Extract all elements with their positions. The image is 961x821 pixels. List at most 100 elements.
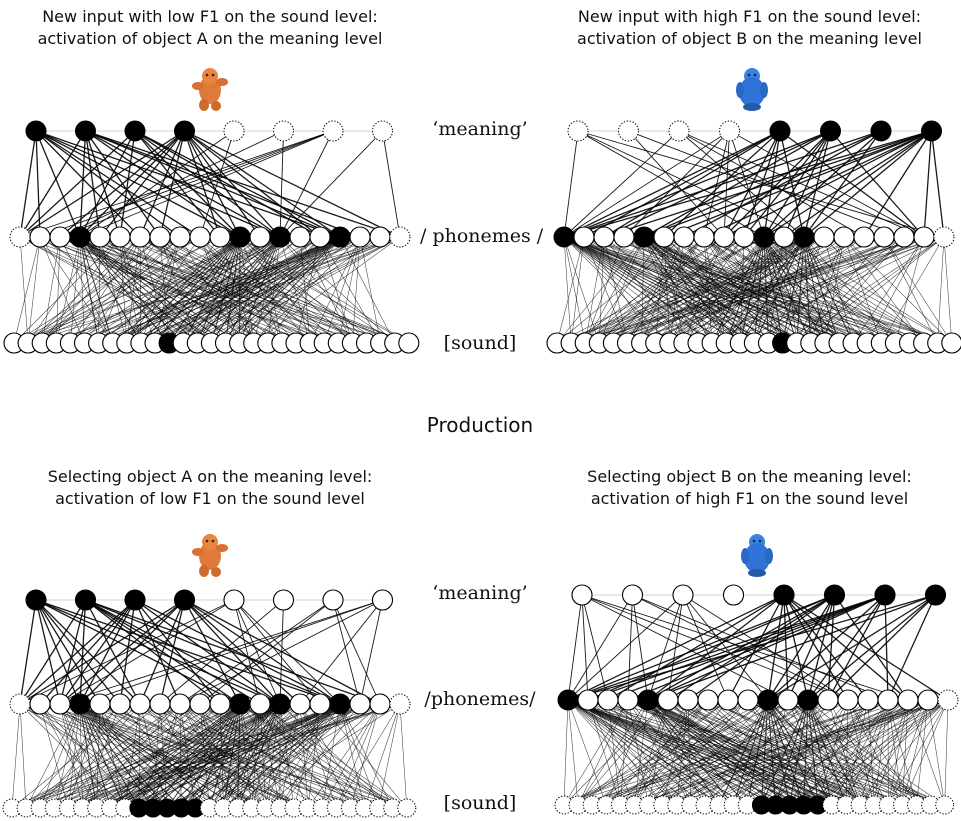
caption-line: activation of object A on the meaning le…: [37, 29, 383, 48]
sound-phoneme-edge: [54, 703, 241, 809]
sound-phoneme-edge: [199, 236, 325, 344]
caption-line: New input with high F1 on the sound leve…: [577, 7, 922, 26]
sound-phoneme-edge: [643, 236, 741, 344]
sound-phoneme-edge: [99, 236, 268, 344]
sound-phoneme-edge: [19, 236, 226, 344]
meaning-phoneme-edge: [39, 130, 334, 238]
meaning-phoneme-edge: [723, 130, 932, 238]
sound-phoneme-edge: [138, 703, 141, 809]
sound-phoneme-edge: [39, 236, 198, 344]
meaning-phoneme-edge: [779, 130, 925, 238]
sound-phoneme-edge: [41, 236, 61, 344]
sound-phoneme-edge: [25, 703, 181, 809]
phoneme-node-active: [269, 226, 291, 248]
sound-phoneme-edge: [27, 236, 101, 344]
meaning-phoneme-edge: [79, 130, 334, 238]
sound-phoneme-edge: [563, 236, 924, 344]
sound-phoneme-edge: [79, 703, 154, 809]
sound-phoneme-edge: [827, 699, 861, 806]
meaning-node-active: [921, 120, 942, 142]
meaning-phoneme-edge: [134, 599, 181, 705]
sound-phoneme-edge: [723, 236, 910, 344]
meaning-node-active: [124, 120, 146, 142]
meaning-phoneme-edge: [930, 130, 945, 238]
sound-phoneme-edge: [126, 236, 141, 344]
meaning-phoneme-edge: [139, 130, 186, 238]
phoneme-node-active: [633, 226, 655, 248]
phoneme-node: [9, 226, 31, 248]
sound-phoneme-edge: [563, 236, 685, 344]
phoneme-node: [309, 226, 331, 248]
sound-phoneme-edge: [319, 236, 381, 344]
sound-phoneme-edge: [847, 699, 875, 806]
phoneme-node: [169, 693, 191, 715]
meaning-phoneme-edge: [884, 594, 889, 701]
sound-phoneme-edge: [259, 236, 283, 344]
sound-node: [398, 332, 420, 354]
phoneme-node: [109, 226, 131, 248]
sound-phoneme-edge: [563, 236, 938, 344]
sound-phoneme-edge: [279, 236, 311, 344]
meaning-phoneme-edge: [59, 599, 185, 705]
sound-phoneme-edge: [199, 703, 210, 809]
sound-phoneme-edge: [643, 236, 840, 344]
sound-phoneme-edge: [119, 236, 409, 344]
meaning-phoneme-edge: [603, 130, 932, 238]
sound-phoneme-edge: [563, 236, 713, 344]
meaning-phoneme-edge: [723, 130, 781, 238]
sound-phoneme-edge: [179, 236, 395, 344]
phoneme-node: [309, 693, 331, 715]
meaning-node: [371, 589, 394, 611]
sound-phoneme-edge: [96, 703, 341, 809]
sound-phoneme-edge: [667, 699, 790, 806]
phoneme-node: [577, 689, 599, 711]
sound-phoneme-edge: [239, 703, 379, 809]
meaning-phoneme-edge: [563, 130, 831, 238]
sound-phoneme-edge: [787, 699, 861, 806]
meaning-node: [722, 584, 745, 606]
meaning-phoneme-edge: [19, 599, 235, 705]
meaning-phoneme-edge: [607, 594, 886, 701]
phoneme-node: [249, 226, 271, 248]
sound-phoneme-edge: [139, 703, 323, 809]
sound-phoneme-edge: [59, 236, 283, 344]
phoneme-node-active: [557, 689, 579, 711]
sound-phoneme-edge: [907, 699, 945, 806]
sound-phoneme-edge: [197, 236, 361, 344]
sound-phoneme-edge: [199, 703, 407, 809]
sound-phoneme-edge: [99, 236, 339, 344]
sound-phoneme-edge: [79, 703, 393, 809]
sound-phoneme-edge: [803, 236, 840, 344]
sound-phoneme-edge: [119, 236, 283, 344]
sound-phoneme-edge: [567, 699, 607, 806]
sound-phoneme-edge: [753, 236, 765, 344]
sound-phoneme-edge: [339, 703, 365, 809]
sound-node: [935, 795, 955, 815]
sound-phoneme-edge: [943, 236, 953, 344]
meaning-phoneme-edge: [807, 594, 936, 701]
sound-phoneme-edge: [39, 236, 311, 344]
meaning-node-active: [173, 589, 196, 611]
sound-phoneme-edge: [82, 703, 121, 809]
sound-phoneme-edge: [707, 699, 861, 806]
sound-phoneme-edge: [647, 699, 847, 806]
sound-phoneme-edge: [199, 236, 283, 344]
sound-phoneme-edge: [39, 703, 140, 809]
sound-phoneme-edge: [279, 236, 395, 344]
meaning-phoneme-edge: [767, 594, 836, 701]
sound-phoneme-edge: [563, 236, 854, 344]
production-right-caption: Selecting object B on the meaning level:…: [538, 466, 961, 510]
sound-phoneme-edge: [767, 699, 931, 806]
sound-phoneme-edge: [159, 703, 295, 809]
meaning-node: [372, 120, 393, 142]
meaning-phoneme-edge: [183, 599, 241, 705]
phoneme-node: [937, 689, 959, 711]
sound-phoneme-edge: [563, 699, 669, 806]
sound-phoneme-edge: [183, 236, 401, 344]
sound-phoneme-edge: [179, 703, 252, 809]
phoneme-node: [389, 226, 411, 248]
meaning-phoneme-edge: [79, 599, 383, 705]
sound-phoneme-edge: [239, 703, 252, 809]
phoneme-node: [9, 693, 31, 715]
perception-left-edges: [13, 130, 409, 344]
